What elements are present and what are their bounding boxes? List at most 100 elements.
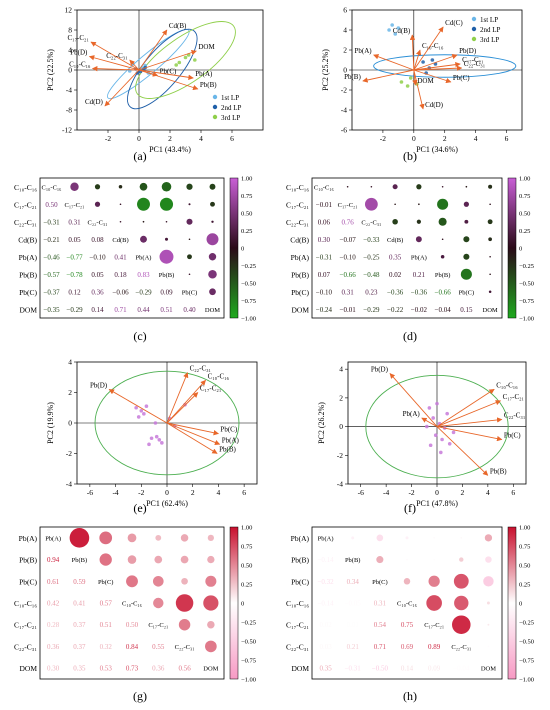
- sample-point: [154, 434, 159, 439]
- coefficient-label: 0.02: [389, 271, 402, 279]
- coefficient-label: −0.33: [363, 236, 380, 244]
- coefficient-label: 0.30: [318, 236, 331, 244]
- sample-point: [433, 433, 438, 438]
- subfigure-label-b: (b): [403, 149, 417, 163]
- vector-label: C₁₀-C₁₆: [496, 381, 518, 389]
- coefficient-circle: [463, 236, 470, 243]
- coefficient-label: 0.73: [126, 665, 139, 673]
- row-label: Pb(B): [19, 270, 37, 279]
- coefficient-label: 0.21: [413, 271, 426, 279]
- colorbar-tick-label: 0: [241, 601, 244, 608]
- coefficient-label: 0.50: [45, 201, 58, 209]
- coefficient-circle: [187, 254, 192, 260]
- confidence-ellipse: [107, 28, 190, 100]
- matrix-frame: [311, 177, 503, 319]
- coefficient-circle: [441, 238, 444, 241]
- coefficient-label: 0.36: [47, 643, 60, 651]
- panel-b-pca-biplot: -2 0 2 4 6 -6 -4 -2 0 2 4 6 PC1 (34.6%) PC2 (25.2%) Cd…: [321, 6, 523, 154]
- coefficient-label: −0.10: [89, 253, 106, 261]
- colorbar-tick-label: 0.25: [241, 582, 252, 589]
- coefficient-label: −0.36: [387, 288, 404, 296]
- coefficient-label: 0.89: [428, 643, 441, 651]
- coefficient-circle: [465, 185, 468, 188]
- y-axis-label: PC2 (19.9%): [46, 402, 55, 444]
- coefficient-circle: [208, 269, 217, 279]
- x-axis-label: PC1 (47.8%): [416, 499, 458, 508]
- coefficient-circle: [208, 253, 217, 261]
- coefficient-label: 0.75: [401, 621, 414, 629]
- coefficient-circle: [164, 237, 169, 241]
- coefficient-label: 0.54: [374, 621, 387, 629]
- coefficient-label: 0.31: [374, 600, 387, 608]
- row-label: Pb(A): [291, 534, 310, 543]
- coefficient-circle: [127, 533, 137, 543]
- x-tick-label: -2: [105, 134, 111, 143]
- y-tick-label: 0: [68, 419, 72, 428]
- row-label: C₁₀-C₁₆: [14, 183, 37, 192]
- coefficient-circle: [155, 534, 162, 541]
- coefficient-circle: [161, 181, 172, 192]
- x-tick-label: -6: [358, 488, 364, 497]
- sample-point: [399, 80, 404, 84]
- row-label: C₁₀-C₁₆: [286, 599, 309, 608]
- coefficient-label: 0.02: [319, 621, 332, 629]
- coefficient-circle: [489, 273, 491, 276]
- panel-g-correlation-matrix: Pb(A) Pb(A) Pb(B) 0.94 Pb(B) Pb(C) 0.61 0.59 Pb(…: [14, 525, 256, 684]
- y-tick-label: -8: [66, 106, 72, 115]
- coefficient-circle: [460, 268, 472, 280]
- coefficient-label: −0.14: [317, 556, 334, 564]
- row-label: C₁₇-C₂₁: [286, 621, 309, 630]
- coefficient-label: 0.18: [114, 271, 127, 279]
- y-tick-label: 12: [65, 6, 73, 15]
- loading-vector: [436, 426, 489, 476]
- coefficient-label: 0.30: [47, 665, 60, 673]
- coefficient-label: −0.66: [435, 288, 452, 296]
- vector-label: Cd(D): [425, 101, 444, 109]
- coefficient-circle: [485, 556, 492, 563]
- loading-vector: [436, 426, 503, 442]
- coefficient-circle: [159, 197, 174, 211]
- row-label: DOM: [19, 664, 37, 673]
- y-tick-label: -4: [341, 106, 347, 115]
- coefficient-label: 0.01: [347, 621, 360, 629]
- vector-label: DOM: [417, 77, 434, 85]
- matrix-frame: [39, 526, 225, 680]
- loading-vector: [91, 65, 140, 72]
- row-label: Cd(B): [290, 235, 309, 244]
- row-label: DOM: [291, 305, 309, 314]
- coefficient-label: 0.44: [137, 306, 150, 314]
- loading-vector: [166, 422, 221, 446]
- legend-marker: [471, 16, 477, 22]
- coefficient-circle: [154, 555, 163, 564]
- diagonal-label: DOM: [203, 666, 218, 673]
- row-label: Pb(C): [19, 288, 37, 297]
- diagonal-label: C₁₀-C₁₆: [314, 184, 334, 191]
- coefficient-circle: [483, 576, 494, 587]
- coefficient-label: 0.07: [318, 271, 331, 279]
- x-axis-label: PC1 (62.4%): [146, 499, 188, 508]
- y-tick-label: -4: [337, 480, 343, 489]
- coefficient-circle: [464, 219, 469, 224]
- coefficient-label: −0.36: [411, 288, 428, 296]
- y-axis-label: PC2 (26.2%): [317, 402, 326, 444]
- coefficient-circle: [460, 537, 463, 539]
- y-tick-label: 2: [343, 46, 347, 55]
- coefficient-label: 0.53: [100, 665, 113, 673]
- coefficient-label: 0.36: [91, 288, 104, 296]
- panel-h-correlation-matrix: Pb(A) Pb(A) Pb(B) −0.14 Pb(B) Pb(C) −0.32 0.34 P…: [286, 525, 534, 684]
- y-tick-label: -4: [66, 86, 72, 95]
- matrix-frame: [311, 526, 503, 680]
- colorbar-tick-label: 0.25: [519, 582, 530, 589]
- row-label: DOM: [291, 664, 309, 673]
- colorbar-tick-label: −0.25: [241, 620, 256, 627]
- coefficient-label: 0.71: [374, 643, 387, 651]
- coefficient-label: 0.34: [347, 578, 360, 586]
- colorbar-tick-label: 1.00: [519, 525, 530, 532]
- coefficient-circle: [428, 575, 440, 587]
- loading-vector: [436, 417, 503, 428]
- coefficient-circle: [463, 201, 469, 207]
- colorbar-tick-label: 0.50: [519, 563, 530, 570]
- coefficient-circle: [207, 534, 214, 541]
- sample-point: [139, 409, 144, 413]
- coefficient-circle: [153, 597, 164, 609]
